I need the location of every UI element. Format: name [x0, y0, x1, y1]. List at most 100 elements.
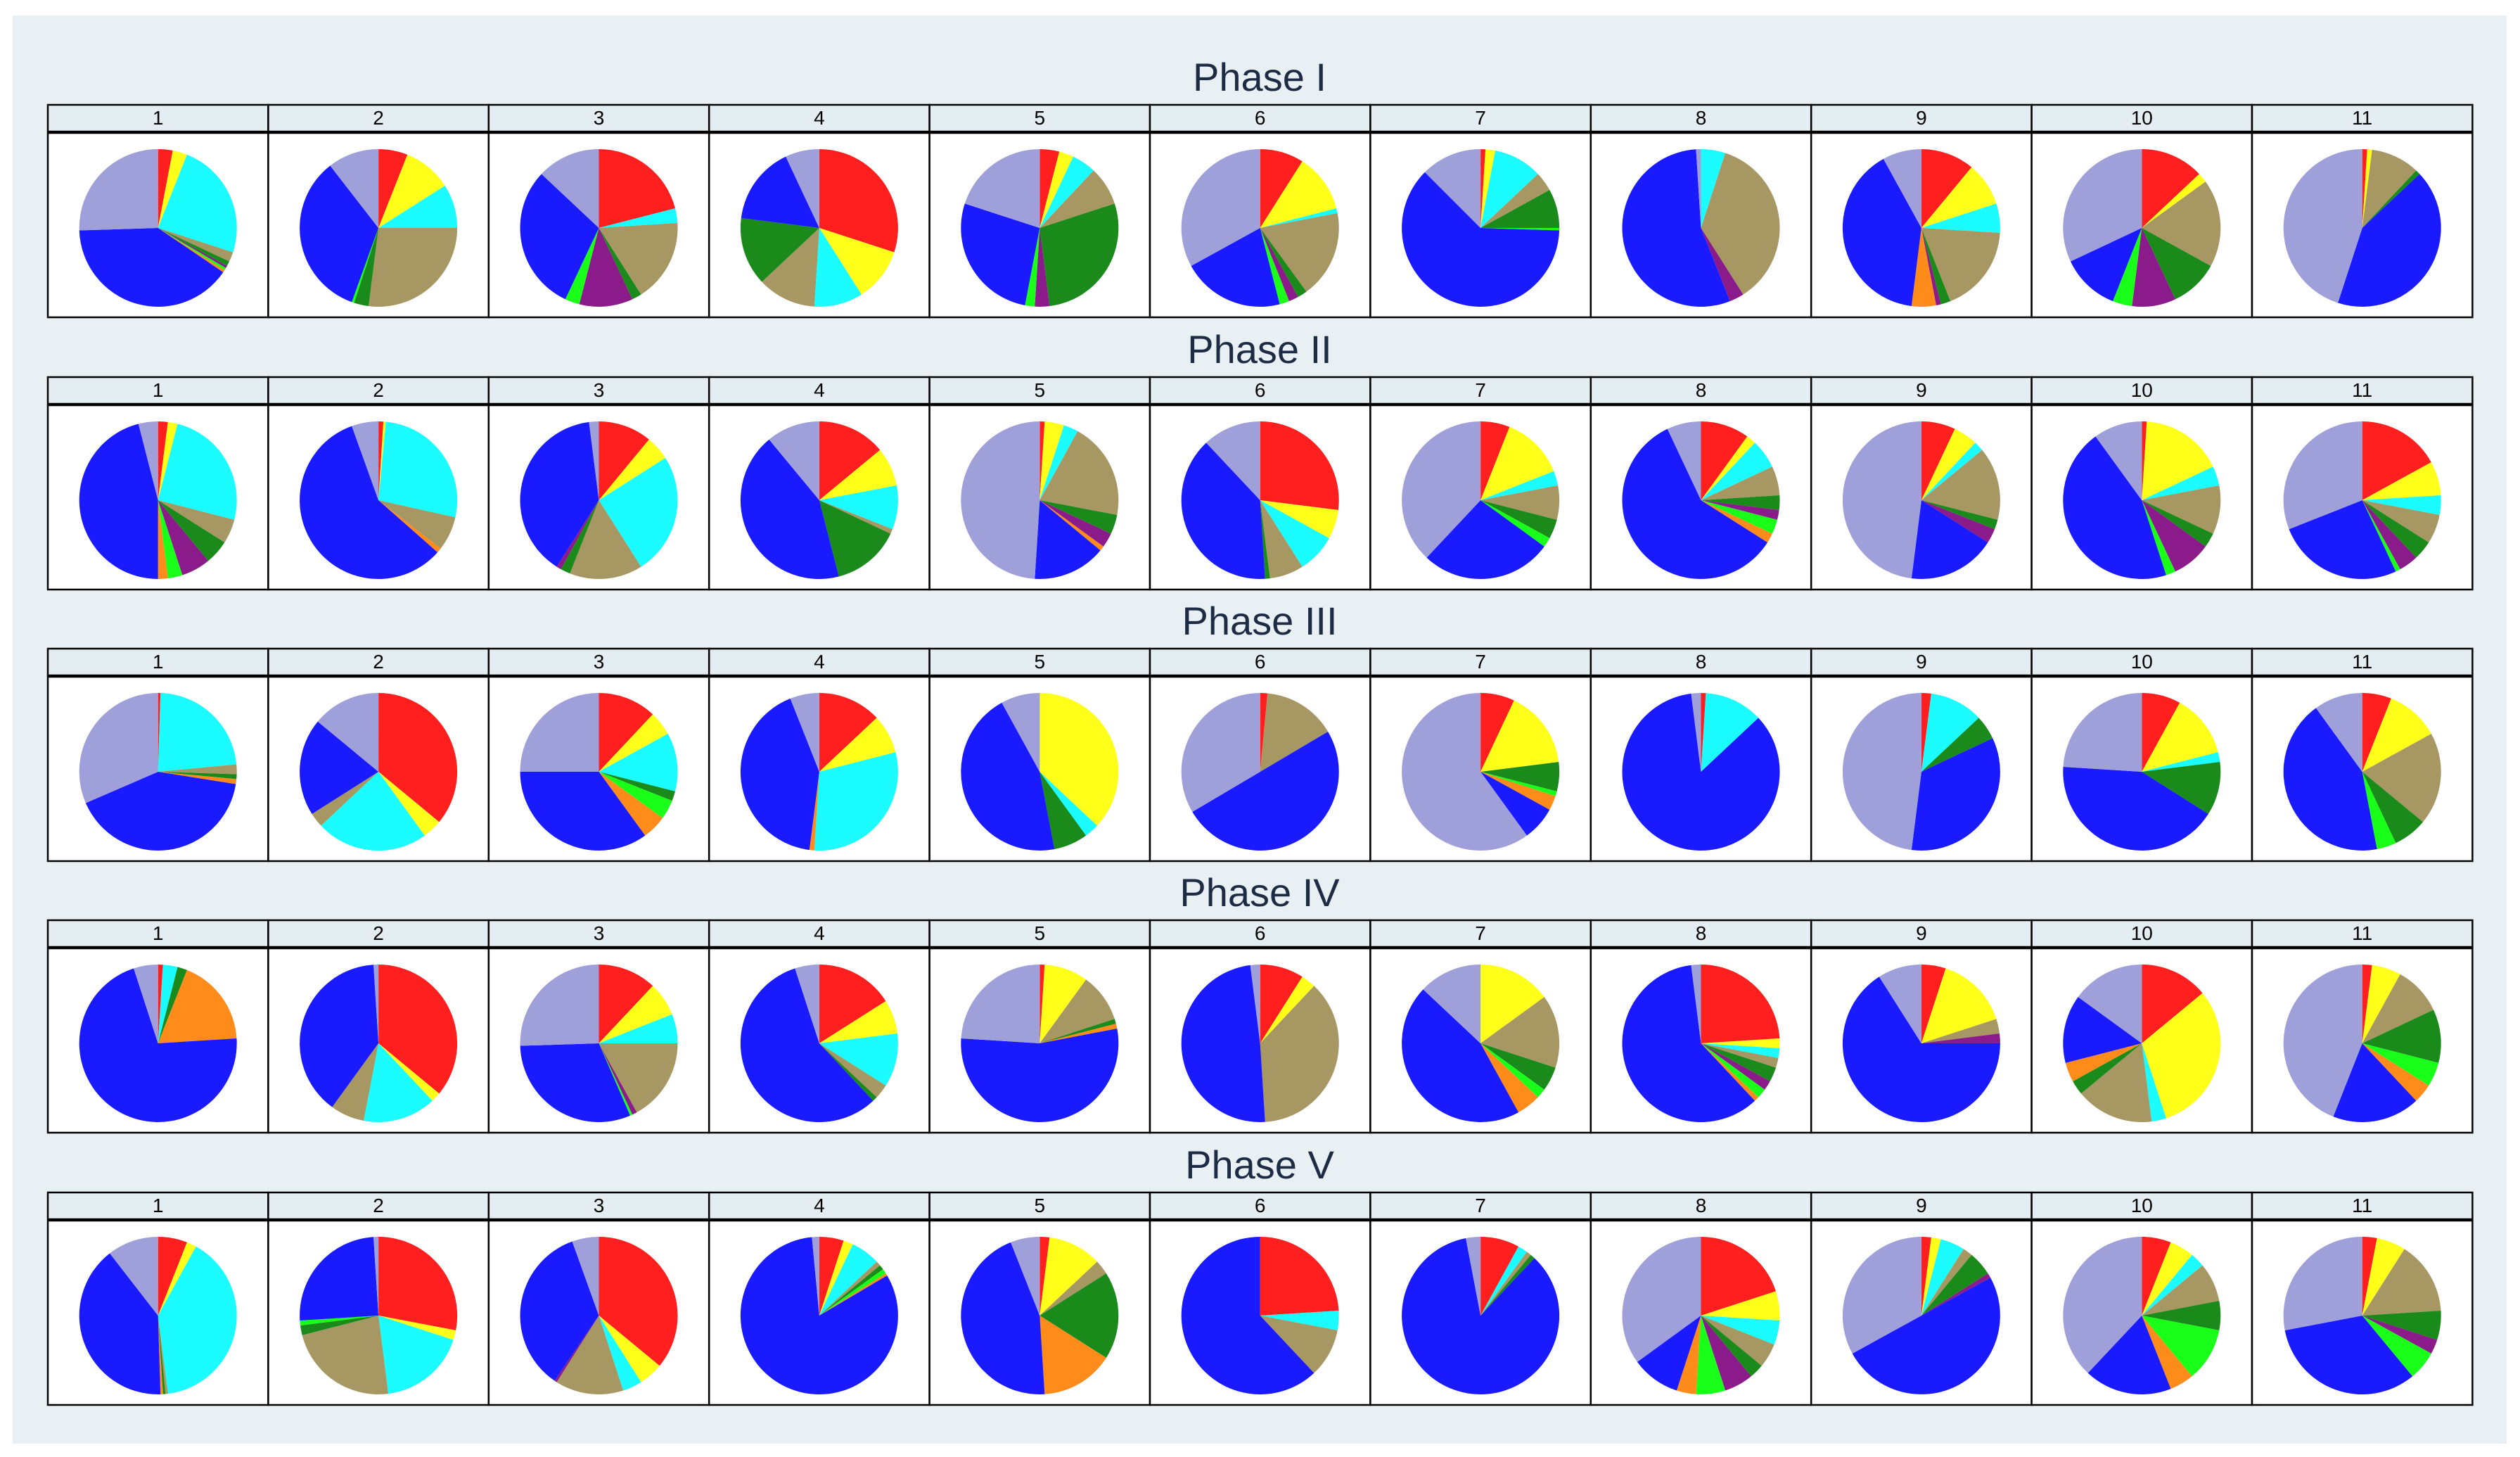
panel-strip [1149, 647, 1371, 677]
pie-slice-yellow [378, 772, 440, 836]
panel-label: 8 [1696, 651, 1707, 673]
pie-slice-yellow [1480, 965, 1544, 1043]
pie-slice-olive [302, 1316, 389, 1394]
panel-strip [487, 647, 710, 677]
pie-slice-lavender [2315, 693, 2362, 772]
pie-slice-olive [1040, 1261, 1106, 1316]
pie-slice-purple [1040, 500, 1111, 547]
pie-panel: 9 [1810, 647, 2033, 863]
pie-slice-olive [556, 1316, 624, 1395]
pie-slice-orange [809, 772, 819, 851]
pie-slice-blue [1181, 443, 1265, 579]
pie-slice-olive [1701, 1316, 1774, 1366]
pie-slice-orange [378, 500, 441, 553]
pie-panel: 8 [1590, 919, 1812, 1134]
panel-strip [267, 376, 490, 405]
pie-slice-lime [565, 228, 599, 305]
pie-panel: 3 [487, 103, 710, 319]
pie-slice-lime [1701, 500, 1777, 534]
pie-slice-lavender [961, 421, 1040, 579]
panel-strip [928, 647, 1151, 677]
pie-slice-blue [1402, 172, 1560, 307]
pie-slice-red [599, 693, 653, 772]
pie-slice-cyan [364, 1043, 433, 1122]
figure-background: Phase I 1 2 3 4 5 6 7 8 9 10 11 Phase II 1 2 3 4 5 6 7 8 9 10 1… [13, 15, 2507, 1444]
pie-slice-lavender [2063, 149, 2142, 262]
pie-slice-cyan [2142, 1043, 2166, 1122]
pie-slice-cyan [1480, 1246, 1527, 1316]
pie-panel: 10 [2030, 647, 2253, 863]
pie-slice-yellow [378, 1043, 440, 1101]
pie-slice-green [1480, 190, 1560, 228]
pie-slice-blue [300, 165, 379, 303]
pie-panel: 10 [2030, 376, 2253, 591]
pie-slice-cyan [599, 1014, 678, 1043]
pie-slice-blue [85, 772, 236, 851]
panel-label: 4 [814, 1195, 825, 1216]
panel-label: 4 [814, 107, 825, 129]
panel-strip [46, 647, 269, 677]
pie-slice-olive [1921, 1019, 2000, 1043]
pie-slice-green [1480, 1254, 1535, 1316]
pie-slice-orange [2362, 1043, 2429, 1101]
pie-slice-yellow [1701, 1291, 1780, 1321]
pie-slice-orange [1040, 1024, 1118, 1043]
pie-slice-blue [2087, 1316, 2171, 1394]
panel-label: 5 [1035, 1195, 1046, 1216]
pie-slice-red [2142, 421, 2147, 500]
pie-slice-yellow [378, 421, 386, 500]
pie-slice-lime [599, 1043, 633, 1116]
pie-slice-yellow [819, 718, 896, 772]
pie-slice-blue [740, 698, 819, 851]
pie-slice-lavender [1423, 965, 1481, 1043]
panel-label: 1 [153, 1195, 164, 1216]
pie-panel: 6 [1149, 647, 1371, 863]
panel-strip [1369, 376, 1592, 405]
pie-panel: 9 [1810, 103, 2033, 319]
pie-panel: 9 [1810, 376, 2033, 591]
pie-slice-red [1040, 1237, 1050, 1316]
pie-slice-yellow [1480, 700, 1559, 772]
pie-slice-lavender [1883, 149, 1921, 228]
pie-slice-purple [1921, 228, 1941, 306]
pie-slice-blue [961, 203, 1040, 306]
pie-slice-green [1921, 1254, 1988, 1316]
pie-slice-olive [2142, 485, 2221, 534]
pie-slice-blue [1192, 731, 1339, 851]
pie-slice-olive [1260, 1316, 1338, 1373]
pie-slice-blue [1842, 158, 1921, 307]
pie-panel: 2 [267, 103, 490, 319]
pie-panel: 5 [928, 1191, 1151, 1406]
pie-slice-green [740, 217, 819, 282]
pie-slice-cyan [1040, 772, 1097, 836]
pie-slice-yellow [2362, 698, 2431, 772]
pie-slice-blue [1911, 500, 1988, 579]
pie-slice-green [2362, 772, 2423, 844]
pie-slice-cyan [2142, 466, 2220, 500]
pie-slice-yellow [599, 1316, 660, 1382]
pie-slice-orange [1480, 772, 1556, 810]
pie-slice-green [2142, 500, 2213, 547]
pie-panel: 1 [46, 103, 269, 319]
pie-panel: 4 [708, 376, 930, 591]
pie-slice-orange [1701, 1043, 1759, 1101]
pie-slice-orange [158, 500, 168, 579]
panel-strip [487, 1191, 710, 1221]
panel-label: 4 [814, 651, 825, 673]
panel-strip [46, 376, 269, 405]
pie-slice-cyan [1921, 693, 1979, 772]
pie-slice-lavender [1622, 1237, 1701, 1362]
panel-label: 10 [2131, 107, 2153, 129]
pie-slice-olive [1701, 153, 1780, 295]
pie-slice-blue [740, 968, 874, 1122]
pie-slice-yellow [378, 154, 445, 228]
pie-panel: 6 [1149, 1191, 1371, 1406]
pie-slice-yellow [1040, 421, 1064, 500]
pie-slice-lavender [2283, 149, 2362, 303]
pie-slice-yellow [2142, 174, 2206, 228]
pie-slice-red [1040, 965, 1045, 1043]
pie-slice-lavender [2063, 693, 2142, 772]
pie-slice-cyan [1701, 1043, 1780, 1058]
pie-slice-green [2142, 761, 2221, 815]
pie-slice-olive [1480, 485, 1560, 520]
